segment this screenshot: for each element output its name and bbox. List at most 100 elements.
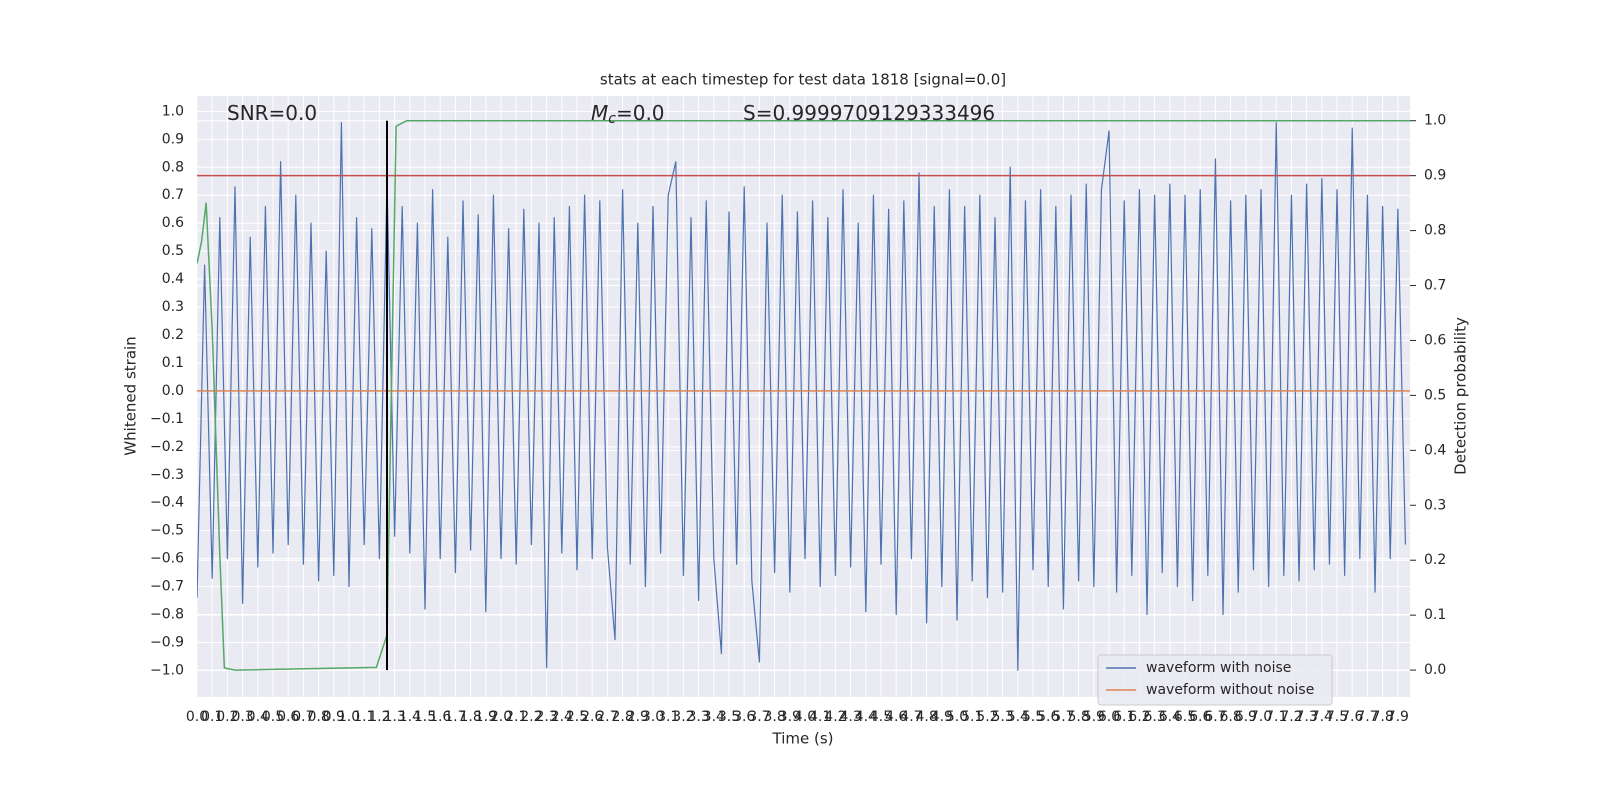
y-tick-label: 0.2 [162,327,184,343]
y-tick-label: 0.0 [162,383,184,399]
x-tick-label: 7.2 [1280,709,1302,725]
x-tick-label: 2.5 [566,709,588,725]
x-tick-label: 4.9 [931,709,953,725]
x-tick-label: 5.6 [1037,709,1059,725]
x-tick-label: 7.0 [1250,709,1272,725]
y2-tick-label: 0.4 [1424,442,1446,458]
y2-tick-label: 0.9 [1424,168,1446,184]
x-tick-label: 1.1 [353,709,375,725]
y-tick-label: −0.1 [150,411,184,427]
x-tick-label: 1.4 [399,709,421,725]
annotation-value: =0.0 [616,101,665,125]
y2-axis-label: Detection probability [1452,317,1470,475]
y-tick-label: 0.7 [162,187,184,203]
x-tick-label: 2.3 [535,709,557,725]
x-tick-label: 3.8 [763,709,785,725]
y-tick-label: 0.3 [162,299,184,315]
chart-title: stats at each timestep for test data 181… [600,71,1006,89]
x-tick-label: 5.1 [961,709,983,725]
x-tick-label: 4.2 [824,709,846,725]
x-tick-label: 1.8 [459,709,481,725]
x-tick-label: 7.9 [1387,709,1409,725]
x-tick-label: 3.6 [733,709,755,725]
series-line [197,119,1410,671]
x-tick-label: 2.0 [490,709,512,725]
x-tick-label: 6.5 [1174,709,1196,725]
x-tick-label: 5.0 [946,709,968,725]
x-tick-label: 0.7 [292,709,314,725]
x-tick-label: 6.2 [1128,709,1150,725]
x-tick-label: 6.3 [1143,709,1165,725]
series-line [197,121,1407,672]
x-tick-label: 2.2 [520,709,542,725]
x-tick-label: 5.4 [1007,709,1029,725]
x-tick-label: 1.9 [475,709,497,725]
legend-label: waveform without noise [1146,682,1314,698]
x-tick-label: 2.6 [581,709,603,725]
x-tick-label: 4.8 [915,709,937,725]
x-tick-label: 6.7 [1204,709,1226,725]
x-tick-label: 3.0 [642,709,664,725]
x-tick-label: 4.4 [855,709,877,725]
y-tick-label: −0.2 [150,439,184,455]
y2-tick-label: 0.0 [1424,662,1446,678]
y2-tick-label: 0.6 [1424,332,1446,348]
annotation: SNR=0.0 [227,101,317,125]
x-tick-label: 6.9 [1235,709,1257,725]
y2-tick-label: 0.3 [1424,497,1446,513]
x-tick-label: 6.4 [1159,709,1181,725]
y-tick-label: −0.8 [150,607,184,623]
y2-tick-label: 0.2 [1424,552,1446,568]
y-tick-label: 0.1 [162,355,184,371]
x-tick-label: 5.3 [991,709,1013,725]
x-tick-label: 2.4 [551,709,573,725]
annotation-symbol: M [591,101,608,125]
y-axis-label: Whitened strain [122,336,140,455]
y-tick-label: −1.0 [150,662,184,678]
y2-tick-label: 0.1 [1424,607,1446,623]
x-tick-label: 4.3 [839,709,861,725]
x-tick-label: 5.2 [976,709,998,725]
x-tick-label: 4.0 [794,709,816,725]
y-tick-label: −0.4 [150,495,184,511]
x-tick-label: 7.6 [1341,709,1363,725]
x-tick-label: 6.1 [1113,709,1135,725]
y-tick-label: −0.6 [150,551,184,567]
x-tick-label: 0.0 [186,709,208,725]
labels: 0.00.10.20.30.40.50.60.70.80.91.01.11.21… [150,101,1446,726]
annotation-subscript: c [608,111,616,127]
y-tick-label: −0.9 [150,634,184,650]
y-tick-label: 0.5 [162,243,184,259]
x-tick-label: 1.7 [444,709,466,725]
x-tick-label: 1.3 [383,709,405,725]
y-tick-label: 0.4 [162,271,184,287]
x-tick-label: 7.4 [1311,709,1333,725]
y-tick-label: −0.3 [150,467,184,483]
x-tick-label: 1.5 [414,709,436,725]
x-tick-label: 7.3 [1296,709,1318,725]
annotation: S=0.9999709129333496 [743,101,995,125]
x-tick-label: 7.7 [1356,709,1378,725]
x-tick-label: 2.9 [627,709,649,725]
annotation-text: SNR=0.0 [227,101,317,125]
x-tick-label: 5.7 [1052,709,1074,725]
x-tick-label: 6.0 [1098,709,1120,725]
legend-label: waveform with noise [1146,660,1291,676]
x-tick-label: 3.3 [687,709,709,725]
annotation-text: S=0.9999709129333496 [743,101,995,125]
x-tick-label: 4.6 [885,709,907,725]
x-tick-label: 5.8 [1067,709,1089,725]
x-tick-label: 3.5 [718,709,740,725]
x-tick-label: 2.8 [611,709,633,725]
x-tick-label: 3.9 [779,709,801,725]
y-tick-label: −0.5 [150,523,184,539]
plot-area [197,96,1410,697]
x-tick-label: 0.3 [231,709,253,725]
x-tick-label: 6.6 [1189,709,1211,725]
y2-tick-label: 1.0 [1424,113,1446,129]
y-tick-label: 0.6 [162,215,184,231]
x-tick-label: 2.7 [596,709,618,725]
x-tick-label: 3.2 [672,709,694,725]
x-tick-label: 5.9 [1083,709,1105,725]
